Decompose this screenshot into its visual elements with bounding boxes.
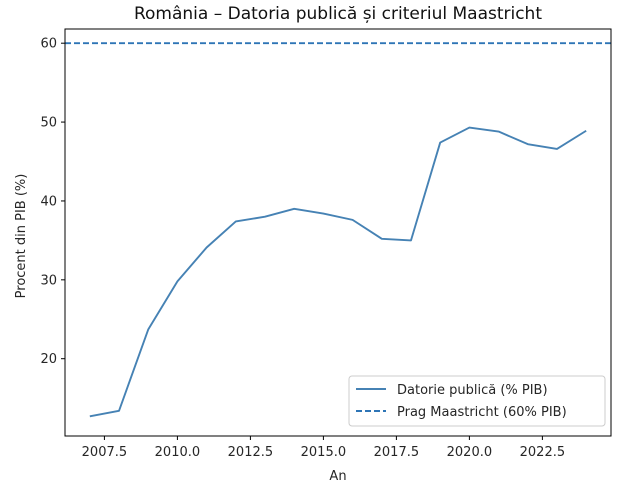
x-tick-label: 2010.0 [155, 445, 201, 460]
x-tick-label: 2020.0 [447, 445, 493, 460]
y-tick-label: 20 [40, 352, 57, 367]
chart-title: România – Datoria publică și criteriul M… [134, 4, 542, 24]
series-line-1 [89, 126, 587, 418]
legend: Datorie publică (% PIB) Prag Maastricht (… [348, 375, 606, 427]
plot-area [64, 28, 612, 437]
x-tick-label: 2015.0 [301, 445, 347, 460]
x-tick-label: 2012.5 [228, 445, 274, 460]
x-axis: 2007.5 2010.0 2012.5 2015.0 2017.5 2020.0 2022… [82, 436, 565, 460]
x-axis-label: An [329, 469, 346, 484]
legend-label-2: Prag Maastricht (60% PIB) [397, 405, 567, 420]
x-tick-label: 2022.5 [520, 445, 566, 460]
y-axis-label: Procent din PIB (%) [14, 174, 29, 299]
y-tick-label: 40 [40, 194, 57, 209]
y-tick-label: 60 [40, 37, 57, 52]
y-tick-label: 50 [40, 116, 57, 131]
x-tick-label: 2007.5 [82, 445, 128, 460]
legend-label-1: Datorie publică (% PIB) [397, 383, 548, 398]
y-axis: 20 30 40 50 60 [40, 37, 65, 367]
plot-frame [64, 28, 612, 437]
x-tick-label: 2017.5 [374, 445, 420, 460]
legend-box [348, 375, 606, 427]
y-tick-label: 30 [40, 273, 57, 288]
